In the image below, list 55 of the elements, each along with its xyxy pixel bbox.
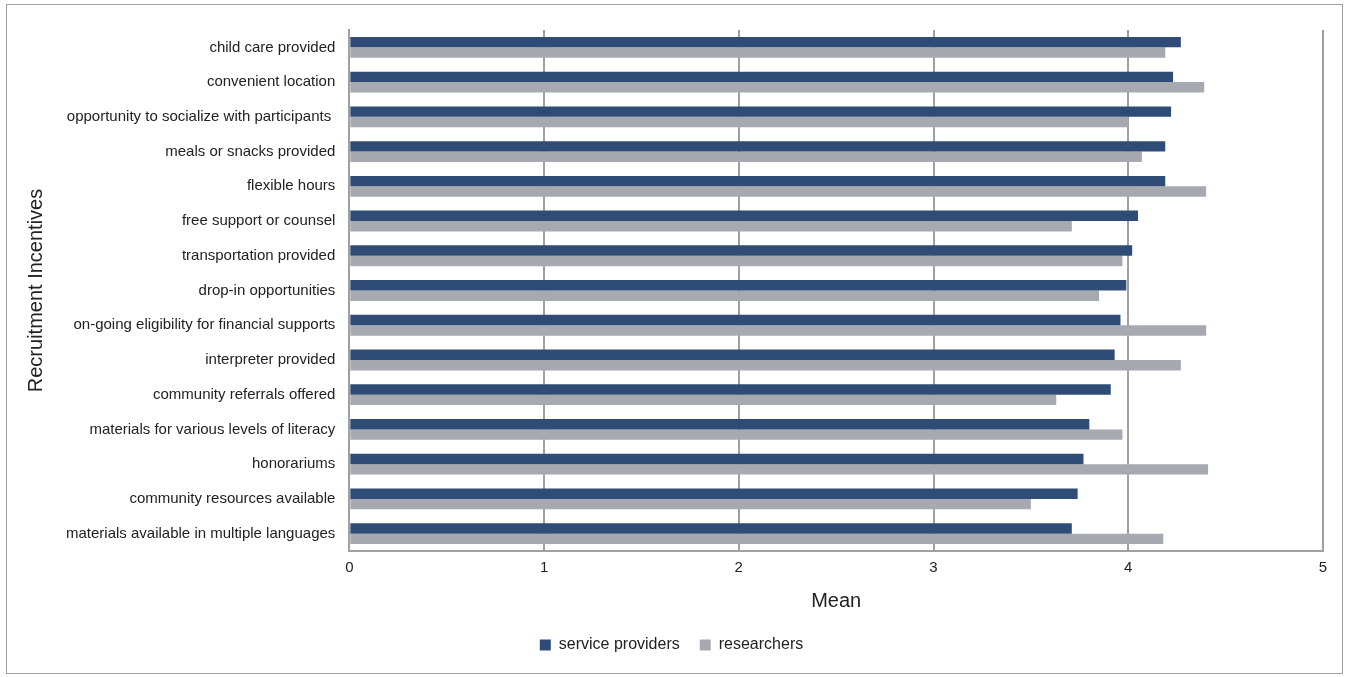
legend-label: researchers [718, 635, 804, 653]
bar [350, 151, 1142, 162]
bar [350, 47, 1166, 58]
y-tick-label: drop-in opportunities [198, 280, 336, 298]
bar [350, 36, 1181, 48]
x-axis-title: Mean [811, 588, 862, 611]
bar [350, 175, 1166, 187]
y-tick-label: transportation provided [181, 245, 336, 263]
y-tick-label: opportunity to socialize with participants [66, 106, 336, 124]
bar [350, 453, 1084, 465]
y-tick-label: free support or counsel [181, 211, 336, 229]
bar [350, 255, 1123, 267]
x-tick-label: 5 [1318, 558, 1328, 576]
y-tick-label: on-going eligibility for financial supports [73, 315, 336, 333]
y-tick-label: materials available in multiple languages [65, 523, 336, 541]
bar [350, 290, 1100, 301]
y-tick-label: interpreter provided [205, 350, 336, 368]
bar [350, 71, 1174, 83]
x-tick-label: 0 [345, 558, 354, 576]
y-tick-label: materials for various levels of literacy [89, 419, 336, 437]
x-tick-label: 4 [1124, 558, 1133, 576]
bar [350, 325, 1207, 336]
legend-label: service providers [558, 635, 680, 653]
bar [350, 314, 1121, 326]
y-tick-label: honorariums [251, 454, 336, 472]
y-tick-label: community referrals offered [153, 384, 336, 402]
bar [350, 221, 1072, 232]
x-tick-label: 1 [539, 558, 549, 576]
bar [350, 210, 1138, 222]
y-tick-label: child care provided [209, 37, 336, 55]
bar [350, 419, 1090, 430]
y-tick-label: flexible hours [246, 176, 336, 194]
bar [350, 533, 1164, 545]
bar [350, 116, 1129, 128]
x-tick-label: 2 [734, 558, 743, 576]
bar [350, 280, 1127, 291]
y-tick-label: convenient location [206, 72, 336, 90]
bar [350, 523, 1072, 534]
bar [350, 245, 1133, 256]
bar [350, 349, 1115, 360]
y-tick-label: community resources available [129, 489, 336, 507]
x-tick-label: 3 [929, 558, 938, 576]
bar [350, 488, 1078, 499]
bar [350, 141, 1166, 152]
bar [350, 186, 1207, 197]
bar [350, 429, 1123, 440]
bar [350, 359, 1181, 371]
bar [350, 82, 1205, 93]
y-axis-title: Recruitment Incentives [23, 188, 46, 393]
bar [350, 394, 1057, 406]
bar [350, 464, 1209, 475]
bar [350, 384, 1111, 395]
y-tick-label: meals or snacks provided [165, 141, 336, 159]
bar [350, 498, 1031, 510]
bar [350, 106, 1172, 117]
